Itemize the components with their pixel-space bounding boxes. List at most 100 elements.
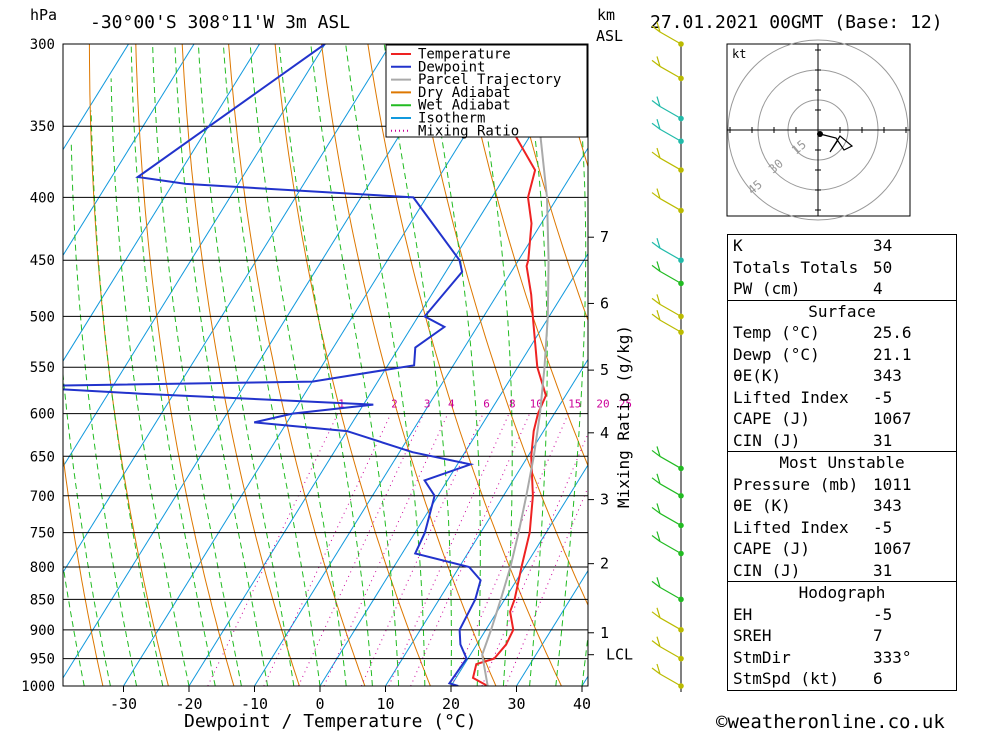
pressure-label: 400 xyxy=(30,190,55,206)
wind-barb xyxy=(651,119,682,142)
most-unstable-value: 1067 xyxy=(873,539,912,558)
hodograph-stat-row: StmDir 333° xyxy=(728,647,956,669)
legend-label: Mixing Ratio xyxy=(418,123,519,139)
isotherm-line xyxy=(254,147,588,686)
hodograph-storm-motion xyxy=(817,131,823,137)
wind-barb xyxy=(651,473,682,497)
most-unstable-label: Lifted Index xyxy=(733,517,849,537)
pressure-label: 550 xyxy=(30,360,55,376)
x-tick-label: 30 xyxy=(507,695,525,713)
mixing-ratio-line xyxy=(451,413,569,686)
surface-label: Lifted Index xyxy=(733,387,849,407)
hodograph-unit: kt xyxy=(732,47,746,61)
plot-frame xyxy=(62,43,589,687)
mixing-ratio-labels: 1 2 3 4 6 8 10 15 20 25 xyxy=(338,398,632,411)
x-tick-label: -30 xyxy=(110,695,137,713)
isotherm-line xyxy=(63,44,391,574)
surface-row: Dewp (°C) 21.1 xyxy=(728,344,956,366)
pressure-label: 500 xyxy=(30,309,55,325)
most-unstable-row: θE (K) 343 xyxy=(728,495,956,517)
wind-barb xyxy=(651,294,682,317)
dewpoint-profile xyxy=(63,44,482,686)
most-unstable-row: Lifted Index -5 xyxy=(728,517,956,539)
wind-barb xyxy=(651,446,682,469)
mixing-ratio-label: 15 xyxy=(568,398,581,411)
x-tick-label: -20 xyxy=(175,695,202,713)
most-unstable-row: CAPE (J) 1067 xyxy=(728,538,956,560)
hodograph-stat-row: StmSpd (kt) 6 xyxy=(728,668,956,690)
legend-label: Temperature xyxy=(418,47,511,63)
most-unstable-value: 31 xyxy=(873,560,893,580)
isotherm-line xyxy=(188,44,588,686)
x-tick-label: 0 xyxy=(315,695,324,713)
legend-label: Dewpoint xyxy=(418,59,485,75)
surface-value: 1067 xyxy=(873,409,912,428)
mixing-ratio-line xyxy=(410,413,531,686)
most-unstable-value: -5 xyxy=(873,517,893,537)
surface-label: Dewp (°C) xyxy=(733,344,820,364)
isotherm-line xyxy=(450,464,588,686)
isotherm-line xyxy=(385,358,588,686)
pressure-label: 750 xyxy=(30,526,55,542)
mixing-ratio-line xyxy=(388,413,510,686)
wet-adiabat xyxy=(70,141,138,686)
wind-barb xyxy=(651,636,682,660)
location-title: -30°00'S 308°11'W 3m ASL xyxy=(90,12,350,33)
mixing-ratio-label: 2 xyxy=(391,398,398,411)
hodograph-stat-value: -5 xyxy=(873,604,893,624)
wind-barb xyxy=(651,56,682,79)
pressure-label: 450 xyxy=(30,253,55,269)
index-label: K xyxy=(733,236,743,255)
surface-row: CIN (J) 31 xyxy=(728,430,956,452)
pressure-label: 650 xyxy=(30,449,55,465)
surface-value: 21.1 xyxy=(873,344,912,364)
pressure-label: 950 xyxy=(30,652,55,668)
most-unstable-value: 343 xyxy=(873,496,902,515)
mixing-ratio-line xyxy=(481,432,588,686)
isotherm-line xyxy=(63,44,195,257)
x-tick-label: -10 xyxy=(241,695,268,713)
pressure-label: 300 xyxy=(30,37,55,53)
wind-barb xyxy=(651,663,682,687)
hodograph-stat-row: SREH 7 xyxy=(728,625,956,647)
wind-barb xyxy=(651,261,682,284)
mixing-ratio-line xyxy=(207,413,339,686)
most-unstable-header: Most Unstable xyxy=(779,453,905,472)
wind-barb xyxy=(651,147,682,171)
height-ref: ASL xyxy=(596,27,623,45)
pressure-label: 600 xyxy=(30,407,55,423)
index-row: Totals Totals 50 xyxy=(728,257,956,279)
x-tick-label: 20 xyxy=(442,695,460,713)
isotherm-line xyxy=(123,44,522,686)
hodograph-stat-value: 333° xyxy=(873,647,912,667)
height-tick-label: 6 xyxy=(600,294,609,312)
legend-box xyxy=(385,44,588,138)
wind-barb xyxy=(651,531,682,555)
index-row: K 34 xyxy=(728,235,956,257)
wind-barb xyxy=(651,188,682,212)
wind-barb xyxy=(651,503,682,526)
isotherm-line xyxy=(63,44,260,362)
mixing-ratio-axis-label: Mixing Ratio (g/kg) xyxy=(614,325,633,508)
indices-panel: K 34 Totals Totals 50 PW (cm) 4 Surface Temp … xyxy=(727,234,957,691)
pressure-label: 850 xyxy=(30,592,55,608)
surface-label: CIN (J) xyxy=(733,430,801,450)
hodograph-stat-label: EH xyxy=(733,604,753,624)
height-tick-label: 3 xyxy=(600,491,609,509)
height-tick-label: 1 xyxy=(600,624,609,642)
dry-adiabat xyxy=(321,44,497,686)
hodograph-stat-label: StmSpd (kt) xyxy=(733,669,839,688)
mixing-ratio-line xyxy=(505,486,588,686)
legend-label: Parcel Trajectory xyxy=(418,72,561,88)
hodograph-stat-row: EH -5 xyxy=(728,604,956,626)
height-tick-label: 7 xyxy=(600,228,609,246)
surface-label: CAPE (J) xyxy=(733,409,811,428)
most-unstable-label: θE (K) xyxy=(733,496,791,515)
surface-row: Lifted Index -5 xyxy=(728,387,956,409)
mixing-ratio-label: 20 xyxy=(596,398,609,411)
wind-barb xyxy=(651,96,682,120)
hodograph-stat-label: StmDir xyxy=(733,647,791,667)
wind-barb-dot xyxy=(678,329,684,335)
